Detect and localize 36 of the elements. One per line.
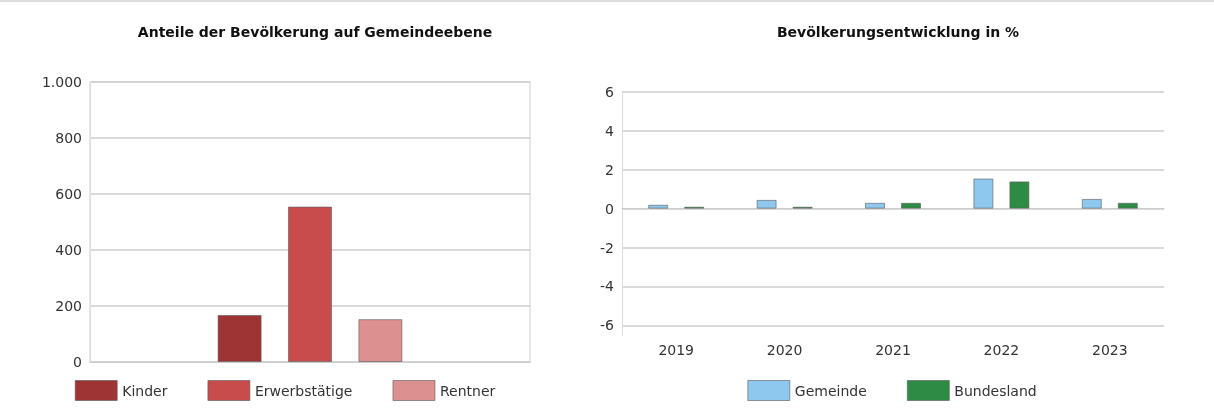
bar [288,206,332,362]
y-tick-label: -4 [600,278,615,295]
bar [648,204,669,209]
y-tick-label: -2 [600,239,614,256]
bar [217,314,262,362]
legend-label: Gemeinde [794,382,867,399]
x-tick-label: 2022 [983,342,1020,358]
y-tick-label: 600 [55,186,82,202]
legend-label: Rentner [439,382,496,399]
y-tick-label: 400 [55,242,82,258]
x-tick-label: 2021 [875,342,911,358]
legend-label: Erwerbstätige [254,382,353,399]
y-tick-label: 0 [605,200,614,217]
y-tick-label: 6 [605,84,615,100]
x-tick-label: 2023 [1091,342,1128,358]
bar [1081,198,1102,209]
y-tick-label: 4 [605,122,615,139]
x-tick-label: 2019 [658,342,695,358]
legend-label: Kinder [122,382,168,399]
y-tick-label: 800 [55,130,82,146]
bar [973,178,994,209]
bar [901,202,921,209]
y-tick-label: 2 [605,161,614,178]
bar [756,199,777,209]
y-tick-label: 1.000 [41,74,82,90]
bar [1117,202,1138,209]
chart-title: Bevölkerungsentwicklung in % [776,24,1020,40]
bar [1009,181,1030,209]
x-tick-label: 2020 [766,342,803,358]
bar [358,319,403,362]
y-tick-label: 0 [73,354,82,370]
y-tick-label: -6 [600,317,615,334]
y-tick-label: 200 [55,298,82,314]
chart-title: Anteile der Bevölkerung auf Gemeindeebene [137,24,493,40]
bar [865,202,885,209]
legend-label: Bundesland [954,382,1037,399]
